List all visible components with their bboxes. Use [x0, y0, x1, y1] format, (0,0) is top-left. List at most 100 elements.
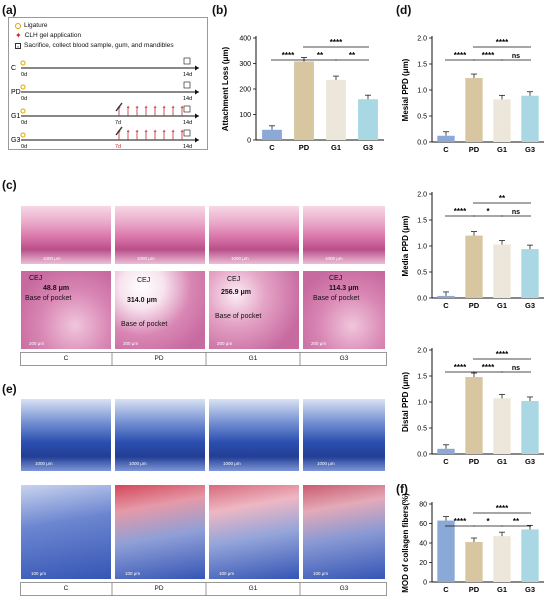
timeline-end-label: 14d — [183, 120, 192, 126]
bar-g1 — [493, 244, 511, 298]
x-tick-label: C — [443, 301, 449, 310]
x-tick-label: PD — [469, 145, 480, 154]
clh-star: ✦ — [171, 105, 175, 111]
timeline-start-label: 0d — [21, 144, 27, 150]
y-axis-label: MOD of collagen fibers(%) — [401, 493, 410, 593]
bar-pd — [465, 235, 483, 298]
y-tick-label: 0.0 — [417, 296, 427, 303]
y-tick-label: 20 — [419, 560, 427, 567]
significance-label: **** — [454, 363, 467, 372]
y-tick-label: 1.0 — [417, 88, 427, 95]
he-overview-c: 1000 μm — [20, 205, 112, 265]
masson-overview-g3: 1000 μm — [302, 398, 386, 472]
y-tick-label: 1.0 — [417, 400, 427, 407]
he-label-c: C — [63, 355, 69, 362]
clh-star: ✦ — [153, 105, 157, 111]
legend-ligature: Ligature — [15, 22, 48, 29]
panel-label-b: (b) — [212, 3, 228, 17]
clh-star: ✦ — [162, 105, 166, 111]
y-tick-label: 40 — [419, 541, 427, 548]
legend-clh: ✦ CLH gel application — [15, 30, 82, 40]
sacrifice-marker — [183, 57, 191, 65]
x-tick-label: G1 — [497, 145, 507, 154]
significance-label: **** — [482, 51, 495, 60]
x-tick-label: G3 — [363, 143, 373, 152]
bar-g3 — [521, 529, 539, 582]
timeline-arrowhead — [195, 137, 199, 143]
y-tick-label: 0.5 — [417, 114, 427, 121]
bar-pd — [294, 61, 314, 140]
y-tick-label: 100 — [239, 112, 251, 119]
timeline-group-label: G3 — [11, 137, 20, 144]
significance-label: * — [486, 517, 490, 526]
y-axis-label: Mesial PPD (μm) — [401, 58, 410, 121]
ligature-marker — [20, 60, 26, 66]
significance-label: ** — [513, 517, 520, 526]
masson-label-pd: PD — [154, 585, 164, 592]
y-tick-label: 0 — [423, 580, 427, 587]
y-tick-label: 1.5 — [417, 62, 427, 69]
clh-star: ✦ — [135, 129, 139, 135]
timeline-arrowhead — [195, 113, 199, 119]
clh-star: ✦ — [126, 129, 130, 135]
panel-label-f: (f) — [396, 482, 408, 496]
chart-mesial-ppd: 0.0 0.5 1.0 1.5 2.0 Mesial PPD (μm) C PD G1 G3 ***… — [401, 36, 544, 154]
bar-g1 — [493, 398, 511, 454]
y-tick-label: 0.0 — [417, 452, 427, 459]
bar-g1 — [493, 536, 511, 582]
he-label-pd: PD — [154, 355, 164, 362]
x-tick-label: G1 — [497, 457, 507, 466]
masson-zoom-g1: 100 μm — [208, 484, 300, 580]
y-tick-label: 2.0 — [417, 348, 427, 355]
y-tick-label: 2.0 — [417, 36, 427, 43]
panel-label-a: (a) — [2, 3, 17, 17]
timeline-start-label: 0d — [21, 120, 27, 126]
x-tick-label: C — [443, 585, 449, 594]
y-axis-label: Media PPD (μm) — [401, 215, 410, 276]
x-tick-label: C — [443, 457, 449, 466]
masson-label-g3: G3 — [339, 585, 349, 592]
sacrifice-marker — [183, 105, 191, 113]
bar-g1 — [326, 80, 346, 140]
he-overview-g1: 1000 μm — [208, 205, 300, 265]
he-label-g1: G1 — [248, 355, 258, 362]
y-tick-label: 1.5 — [417, 218, 427, 225]
bar-c — [437, 135, 455, 142]
x-tick-label: PD — [299, 143, 310, 152]
y-tick-label: 0.5 — [417, 426, 427, 433]
significance-label: ** — [317, 51, 324, 60]
legend-sacrifice: × Sacrifice, collect blood sample, gum, … — [15, 42, 174, 49]
y-tick-label: 200 — [239, 87, 251, 94]
x-tick-label: C — [269, 143, 275, 152]
timeline-group-label: G1 — [11, 113, 20, 120]
bar-g3 — [521, 95, 539, 142]
masson-zoom-c: 100 μm — [20, 484, 112, 580]
timeline-arrows: C0d14dPD0d14dG10d14d7d✦✦✦✦✦✦✦✦G30d14d7d✦… — [11, 57, 199, 150]
chart-distal-ppd: 0.0 0.5 1.0 1.5 2.0 Distal PPD (μm) C PD G1 G3 ***… — [401, 348, 544, 466]
ligature-marker — [20, 108, 26, 114]
significance-label: **** — [454, 51, 467, 60]
timeline-mid-label: 7d — [115, 144, 121, 150]
significance-label: **** — [454, 207, 467, 216]
x-tick-label: G1 — [331, 143, 341, 152]
masson-overview-c: 1000 μm — [20, 398, 112, 472]
masson-zoom-g3: 100 μm — [302, 484, 386, 580]
timeline-arrowhead — [195, 89, 199, 95]
clh-star: ✦ — [153, 129, 157, 135]
clh-star: ✦ — [126, 105, 130, 111]
significance-label: ns — [512, 209, 520, 216]
significance-label: **** — [454, 517, 467, 526]
bar-pd — [465, 542, 483, 582]
timeline-mid-label: 7d — [115, 120, 121, 126]
ligature-marker — [20, 132, 26, 138]
x-tick-label: PD — [469, 585, 480, 594]
sacrifice-marker — [183, 129, 191, 137]
x-tick-label: PD — [469, 457, 480, 466]
clh-star: ✦ — [180, 105, 184, 111]
significance-label: **** — [496, 504, 509, 513]
clh-star: ✦ — [180, 129, 184, 135]
bar-c — [437, 520, 455, 582]
clh-star: ✦ — [144, 129, 148, 135]
he-overview-g3: 1000 μm — [302, 205, 386, 265]
bar-pd — [465, 377, 483, 454]
